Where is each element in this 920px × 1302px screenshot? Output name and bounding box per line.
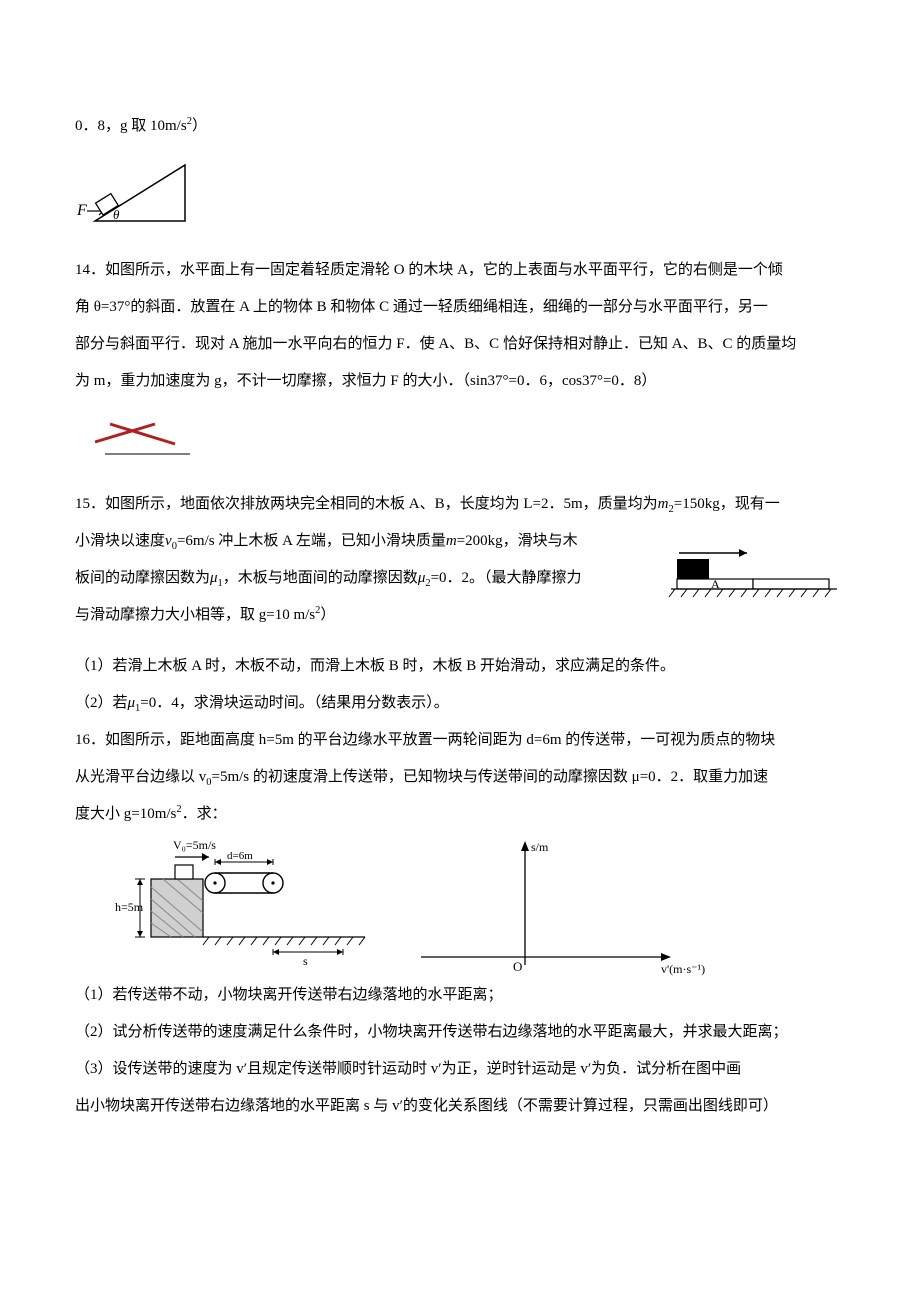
q16-sub1: （1）若传送带不动，小物块离开传送带右边缘落地的水平距离； (75, 979, 845, 1012)
q15-line2: 小滑块以速度v0=6m/s 冲上木板 A 左端，已知小滑块质量m=200kg，滑… (75, 525, 655, 558)
text: ） (192, 118, 207, 134)
s-label: s (303, 954, 308, 968)
origin-label: O (513, 959, 522, 974)
text: 从光滑平台边缘以 v (75, 769, 206, 785)
text: =5m/s 的初速度滑上传送带，已知物块与传送带间的动摩擦因数 μ=0．2．取重… (212, 769, 769, 785)
text: 0．8，g 取 10m/s (75, 118, 187, 134)
text: =0．2。（最大静摩擦力 (431, 570, 582, 586)
text: ．求： (182, 806, 227, 822)
text: ） (320, 607, 335, 623)
text: 板间的动摩擦因数为 (75, 570, 210, 586)
text: =6m/s 冲上木板 A 左端，已知小滑块质量 (177, 533, 446, 549)
q14-line1: 14．如图所示，水平面上有一固定着轻质定滑轮 O 的木块 A，它的上表面与水平面… (75, 254, 845, 287)
q15-row: 小滑块以速度v0=6m/s 冲上木板 A 左端，已知小滑块质量m=200kg，滑… (75, 525, 845, 636)
fig-q14 (75, 406, 845, 474)
fig-q13-incline: F θ (75, 151, 845, 240)
q16-sub2: （2）试分析传送带的速度满足什么条件时，小物块离开传送带右边缘落地的水平距离最大… (75, 1016, 845, 1049)
var-m: m (446, 533, 457, 549)
page-content: 0．8，g 取 10m/s2） F θ 14．如图所示，水平面上有一固定着轻质定… (0, 0, 920, 1187)
force-label: F (76, 202, 87, 219)
var-mu1: μ (128, 695, 136, 711)
q15-sub1: （1）若滑上木板 A 时，木板不动，而滑上木板 B 时，木板 B 开始滑动，求应… (75, 650, 845, 683)
q14-line4: 为 m，重力加速度为 g，不计一切摩擦，求恒力 F 的大小．（sin37°=0．… (75, 365, 845, 398)
q14-line3: 部分与斜面平行．现对 A 施加一水平向右的恒力 F．使 A、B、C 恰好保持相对… (75, 328, 845, 361)
text: 15．如图所示，地面依次排放两块完全相同的木板 A、B，长度均为 L=2．5m，… (75, 496, 658, 512)
fig-q15: A (665, 525, 845, 622)
text: （2）若 (75, 695, 128, 711)
y-axis-label: s/m (531, 840, 549, 854)
var-m2: m (658, 496, 669, 512)
q15-sub2: （2）若μ1=0．4，求滑块运动时间。（结果用分数表示）。 (75, 687, 845, 720)
text: =150kg，现有一 (674, 496, 780, 512)
text: 度大小 g=10m/s (75, 806, 176, 822)
text: =200kg，滑块与木 (457, 533, 578, 549)
text: 小滑块以速度 (75, 533, 165, 549)
text: =0．4，求滑块运动时间。（结果用分数表示）。 (140, 695, 448, 711)
d-label: d=6m (227, 850, 253, 862)
q16-sub3: （3）设传送带的速度为 v′且规定传送带顺时针运动时 v′为正，逆时针运动是 v… (75, 1053, 845, 1086)
x-axis-label: v'(m·s⁻¹) (661, 962, 705, 976)
text: 与滑动摩擦力大小相等，取 g=10 m/s (75, 607, 315, 623)
q13-continuation: 0．8，g 取 10m/s2） (75, 110, 845, 143)
theta-label: θ (113, 207, 120, 222)
q15-line1: 15．如图所示，地面依次排放两块完全相同的木板 A、B，长度均为 L=2．5m，… (75, 488, 845, 521)
fig-q16: V₀=5m/s d=6m h=5m (115, 837, 845, 977)
var-v0: v (165, 533, 172, 549)
q15-line3: 板间的动摩擦因数为μ1，木板与地面间的动摩擦因数μ2=0．2。（最大静摩擦力 (75, 562, 655, 595)
q16-line2: 从光滑平台边缘以 v0=5m/s 的初速度滑上传送带，已知物块与传送带间的动摩擦… (75, 761, 845, 794)
q16-line1: 16．如图所示，距地面高度 h=5m 的平台边缘水平放置一两轮间距为 d=6m … (75, 724, 845, 757)
fig-q16-left: V₀=5m/s d=6m h=5m (115, 837, 375, 977)
h-label: h=5m (115, 900, 144, 914)
q15-line4: 与滑动摩擦力大小相等，取 g=10 m/s2） (75, 599, 655, 632)
q16-sub4: 出小物块离开传送带右边缘落地的水平距离 s 与 v′的变化关系图线（不需要计算过… (75, 1090, 845, 1123)
var-mu1: μ (210, 570, 218, 586)
fig-q16-right: s/m v'(m·s⁻¹) O (415, 837, 715, 977)
v0-label: V₀=5m/s (173, 838, 216, 852)
text: ，木板与地面间的动摩擦因数 (223, 570, 418, 586)
q14-line2: 角 θ=37°的斜面．放置在 A 上的物体 B 和物体 C 通过一轻质细绳相连，… (75, 291, 845, 324)
q16-line3: 度大小 g=10m/s2．求： (75, 798, 845, 831)
